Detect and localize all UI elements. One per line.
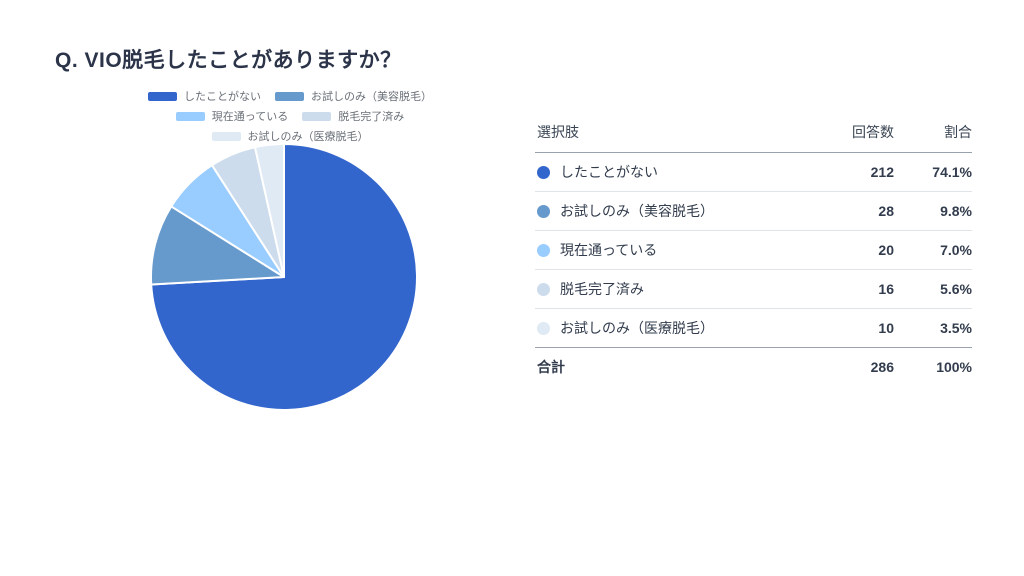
header-percent: 割合 xyxy=(944,124,972,140)
pie-legend: したことがない お試しのみ（美容脱毛） 現在通っている 脱毛完了済みお試しのみ（医療脱… xyxy=(130,88,450,144)
header-choice: 選択肢 xyxy=(537,124,579,140)
legend-label: お試しのみ（美容脱毛） xyxy=(311,91,432,103)
table-row: 現在通っている 20 7.0% xyxy=(535,231,972,270)
total-count: 286 xyxy=(870,359,894,375)
legend-item: お試しのみ（美容脱毛） xyxy=(275,88,432,104)
legend-item: したことがない xyxy=(148,88,261,104)
table-row: お試しのみ（美容脱毛） 28 9.8% xyxy=(535,192,972,231)
row-percent: 74.1% xyxy=(932,164,972,180)
legend-row: お試しのみ（医療脱毛） xyxy=(211,128,369,144)
row-choice-cell: お試しのみ（美容脱毛） xyxy=(535,201,804,221)
table-header-row: 選択肢 回答数 割合 xyxy=(535,112,972,153)
row-choice-label: お試しのみ（医療脱毛） xyxy=(560,320,714,336)
legend-item: 脱毛完了済み xyxy=(302,108,404,124)
category-color-dot xyxy=(537,282,550,296)
row-count: 212 xyxy=(870,164,894,180)
legend-label: したことがない xyxy=(184,91,261,103)
legend-swatch xyxy=(148,91,177,101)
page-title: Q. VIO脱毛したことがありますか？ xyxy=(55,49,402,73)
legend-swatch xyxy=(211,131,241,141)
pie-chart-area: したことがない お試しのみ（美容脱毛） 現在通っている 脱毛完了済みお試しのみ（医療脱… xyxy=(130,88,450,144)
header-count: 回答数 xyxy=(852,124,894,140)
pie-slice xyxy=(253,143,285,278)
total-label: 合計 xyxy=(537,359,565,375)
row-count: 16 xyxy=(878,281,894,297)
total-percent: 100% xyxy=(936,359,972,375)
pie-chart-svg xyxy=(150,143,418,411)
legend-row: 現在通っている 脱毛完了済み xyxy=(175,108,404,124)
legend-swatch xyxy=(302,111,332,121)
row-choice-cell: 現在通っている xyxy=(535,240,804,260)
row-percent: 7.0% xyxy=(940,242,972,258)
category-color-dot xyxy=(537,165,550,179)
table-total-row: 合計 286 100% xyxy=(535,348,972,386)
legend-label: お試しのみ（医療脱毛） xyxy=(247,131,369,143)
table-body: したことがない 212 74.1% お試しのみ（美容脱毛） 28 9.8% 現在通っている 2… xyxy=(535,153,972,348)
legend-swatch xyxy=(275,91,304,101)
legend-row: したことがない お試しのみ（美容脱毛） xyxy=(148,88,432,104)
row-count: 28 xyxy=(878,203,894,219)
row-percent: 3.5% xyxy=(940,320,972,336)
row-count: 10 xyxy=(878,320,894,336)
row-choice-label: お試しのみ（美容脱毛） xyxy=(560,203,714,219)
row-count: 20 xyxy=(878,242,894,258)
table-row: 脱毛完了済み 16 5.6% xyxy=(535,270,972,309)
row-percent: 9.8% xyxy=(940,203,972,219)
table-row: お試しのみ（医療脱毛） 10 3.5% xyxy=(535,309,972,348)
table-row: したことがない 212 74.1% xyxy=(535,153,972,192)
category-color-dot xyxy=(537,204,550,218)
legend-item: 現在通っている xyxy=(175,108,289,124)
legend-label: 現在通っている xyxy=(211,111,289,123)
pie-chart xyxy=(148,141,420,413)
row-choice-cell: 脱毛完了済み xyxy=(535,279,804,299)
row-choice-label: 現在通っている xyxy=(560,242,658,258)
legend-swatch xyxy=(175,111,205,121)
row-choice-label: 脱毛完了済み xyxy=(560,281,644,297)
category-color-dot xyxy=(537,243,550,257)
legend-label: 脱毛完了済み xyxy=(338,111,405,123)
answer-table: 選択肢 回答数 割合 したことがない 212 74.1% お試しのみ（美容脱毛） 28 9… xyxy=(535,112,972,386)
legend-item: お試しのみ（医療脱毛） xyxy=(211,128,369,144)
row-percent: 5.6% xyxy=(940,281,972,297)
row-choice-label: したことがない xyxy=(560,164,658,180)
row-choice-cell: お試しのみ（医療脱毛） xyxy=(535,318,804,338)
pie-slice xyxy=(150,205,285,286)
category-color-dot xyxy=(537,321,550,335)
row-choice-cell: したことがない xyxy=(535,162,804,182)
